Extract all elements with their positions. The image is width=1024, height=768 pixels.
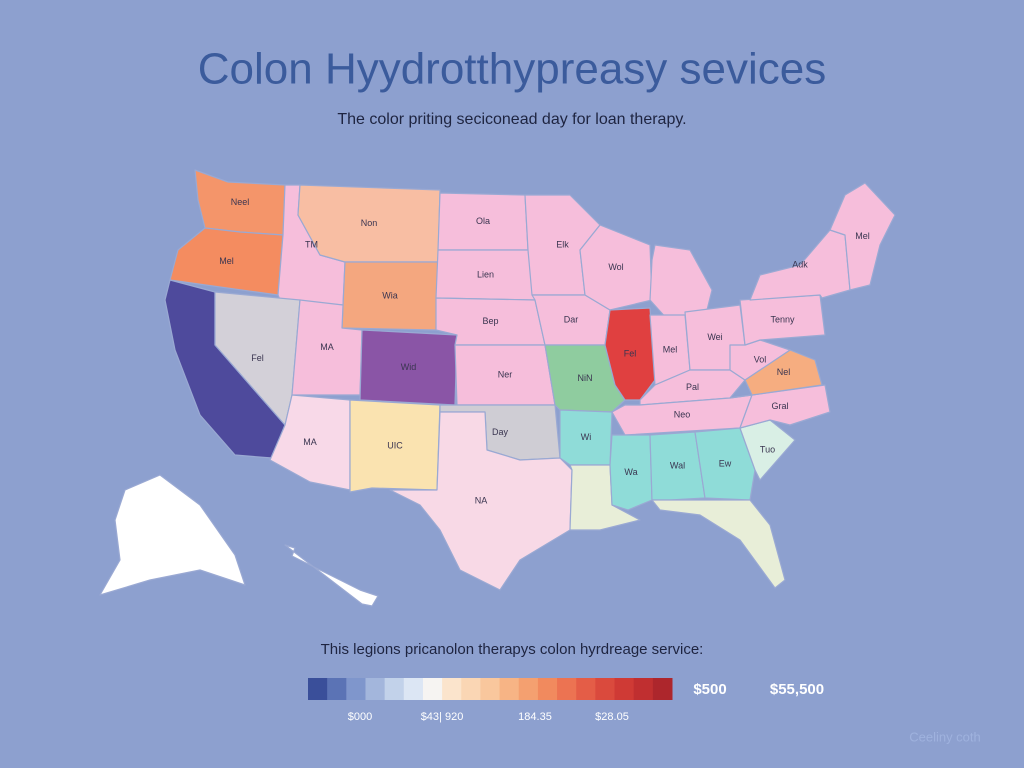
state-label: Adk — [792, 259, 808, 269]
state-label: Wal — [670, 460, 685, 470]
legend-tick-label: $28.05 — [595, 711, 629, 723]
state-label: Ola — [476, 216, 490, 226]
color-swatch — [576, 678, 596, 700]
state-region — [349, 399, 441, 493]
state-label: Tuo — [760, 444, 775, 454]
subtitle: The color priting seciconead day for loa… — [337, 111, 686, 128]
color-swatch — [652, 678, 673, 700]
color-swatch — [461, 678, 481, 700]
state-label: Wia — [382, 290, 398, 300]
color-swatch — [422, 678, 443, 700]
state-label: Mel — [219, 256, 234, 266]
state-region — [729, 384, 831, 429]
color-swatch — [537, 678, 558, 700]
state-label: TM — [305, 239, 318, 249]
legend-end-label: $55,500 — [770, 681, 824, 698]
color-swatch — [633, 678, 654, 700]
state-label: Elk — [556, 239, 569, 249]
state-region — [829, 182, 896, 291]
state-label: Ew — [719, 458, 732, 468]
color-swatch — [365, 678, 386, 700]
state-label: Bep — [482, 316, 498, 326]
state-label: MA — [303, 437, 317, 447]
watermark: Ceeliny coth — [909, 729, 981, 744]
color-swatch — [442, 678, 462, 700]
legend-tick-label: 184.35 — [518, 711, 552, 723]
states: Neel Mel TM Non Wia Fel MA Wid MA UIC Ola Lien Bep Ne… — [99, 169, 896, 607]
state-label: Pal — [686, 382, 699, 392]
state-label: Day — [492, 427, 509, 437]
state-label: Mel — [855, 231, 870, 241]
state-label: Ner — [498, 369, 513, 379]
color-swatch — [499, 678, 520, 700]
state-region — [649, 244, 713, 321]
state-label: NiN — [578, 373, 593, 383]
state-region — [284, 544, 379, 607]
color-swatch — [384, 678, 405, 700]
state-label: Wi — [581, 432, 592, 442]
state-label: Wol — [608, 262, 623, 272]
state-label: Tenny — [770, 314, 795, 324]
legend-tick-label: $43| 920 — [421, 711, 464, 723]
state-region — [649, 431, 706, 501]
color-swatch — [557, 678, 577, 700]
state-label: Fel — [624, 348, 637, 358]
state-label: Gral — [771, 401, 788, 411]
state-label: Vol — [754, 354, 767, 364]
state-label: Wa — [624, 467, 637, 477]
state-label: Lien — [477, 269, 494, 279]
state-label: Neel — [231, 197, 250, 207]
color-swatch — [403, 678, 424, 700]
color-swatch — [480, 678, 501, 700]
legend-tick-label: $000 — [348, 711, 372, 723]
state-region — [694, 427, 756, 501]
color-scale — [308, 678, 673, 700]
state-label: Nel — [777, 367, 791, 377]
color-swatch — [346, 678, 366, 700]
state-label: Mel — [663, 344, 678, 354]
state-label: Dar — [564, 314, 579, 324]
color-swatch — [595, 678, 616, 700]
state-label: Fel — [251, 353, 264, 363]
state-region — [99, 474, 246, 596]
color-swatch — [614, 678, 635, 700]
legend-end-label: $500 — [693, 681, 726, 698]
state-region — [389, 411, 573, 591]
color-swatch — [518, 678, 539, 700]
legend-title: This legions pricanolon therapys colon h… — [321, 641, 704, 658]
state-label: UIC — [387, 440, 403, 450]
state-label: Non — [361, 218, 378, 228]
state-label: Neo — [674, 409, 691, 419]
state-label: NA — [475, 495, 488, 505]
state-region — [651, 499, 786, 589]
title: Colon Hyydrotthypreasy sevices — [198, 45, 826, 94]
state-label: Wid — [401, 362, 417, 372]
state-label: MA — [320, 342, 334, 352]
state-label: Wei — [707, 332, 722, 342]
color-swatch — [327, 678, 347, 700]
color-swatch — [308, 678, 328, 700]
